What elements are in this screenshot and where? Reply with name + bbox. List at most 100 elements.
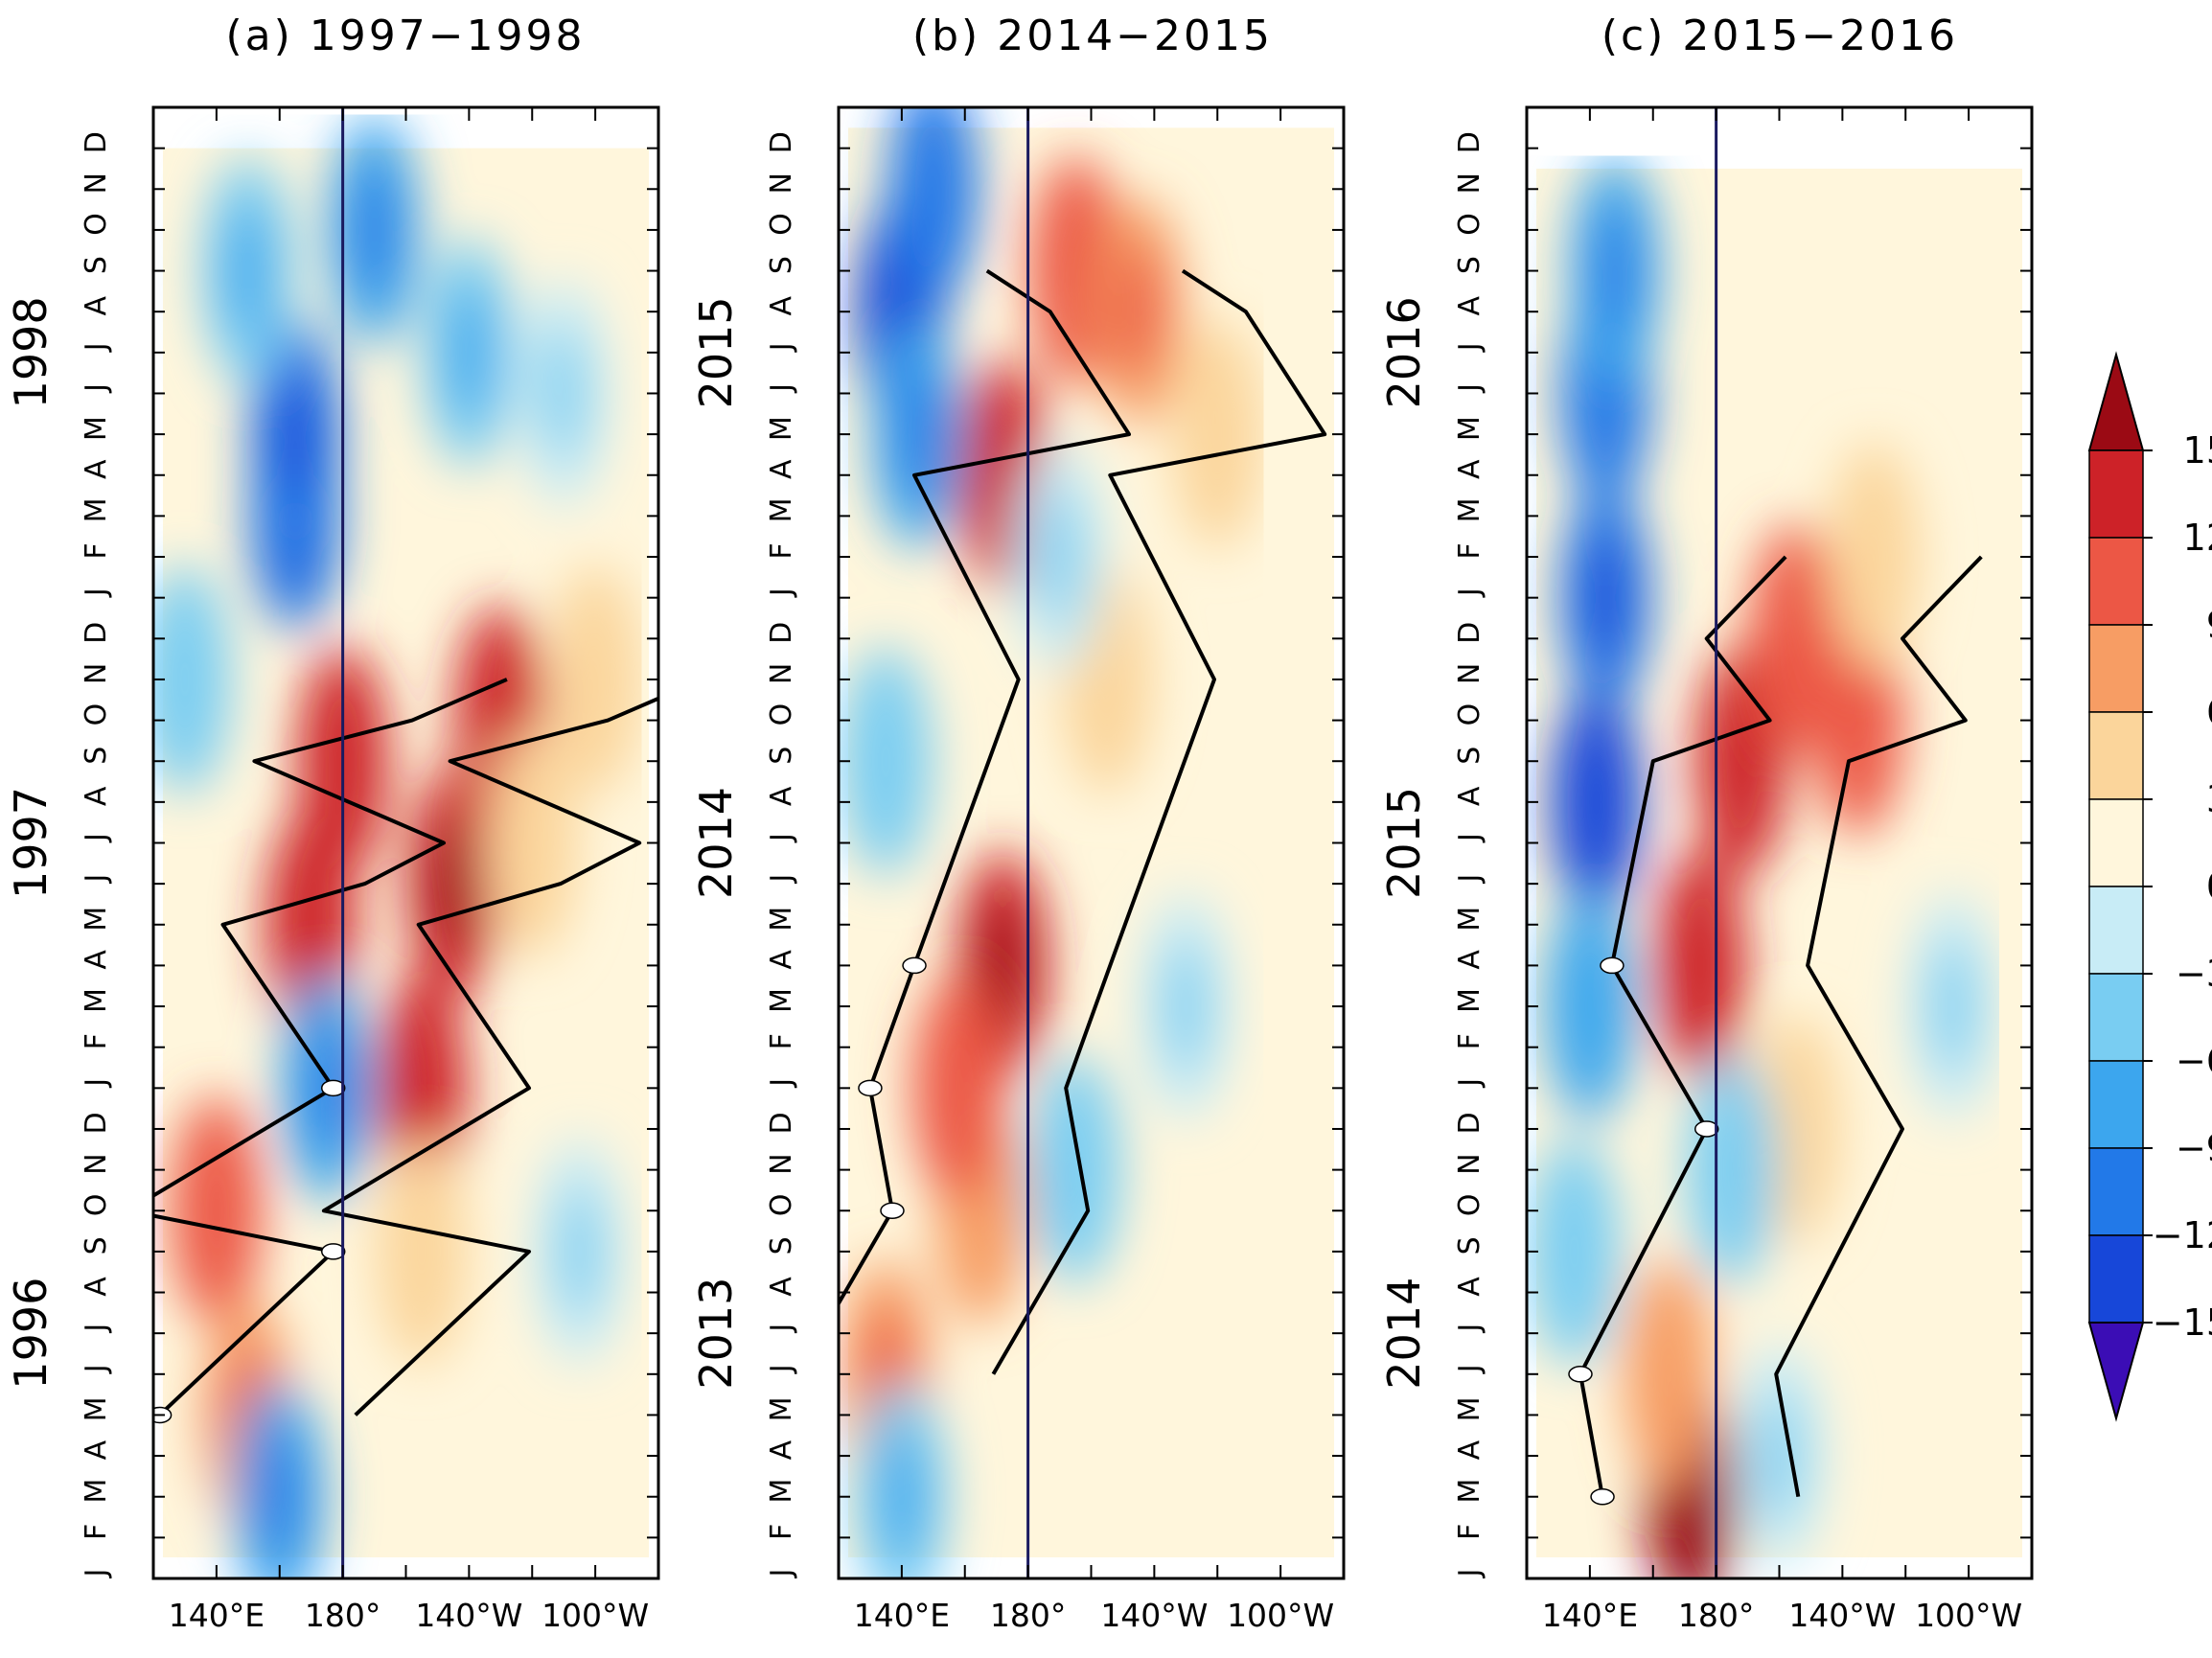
panel-a-month-label: J — [80, 1364, 113, 1374]
panel-a-month-label: S — [80, 747, 113, 765]
panel-c-zero-label-0 — [1590, 1487, 1615, 1506]
panel-a-anomaly-core-19 — [161, 611, 208, 747]
panel-a-month-label: D — [80, 622, 113, 644]
panel-c-anomaly-core-14 — [1709, 1102, 1756, 1237]
panel-b-anomaly-core-3 — [935, 1021, 982, 1156]
panel-c-anomaly-core-16 — [1756, 1389, 1803, 1524]
panel-b-month-label: F — [765, 1033, 798, 1049]
panel-a-anomaly-core-15 — [256, 1429, 303, 1564]
panel-b-year-label: 2014 — [690, 787, 742, 899]
panel-a-month-label: F — [80, 1524, 113, 1540]
panel-b-month-label: M — [765, 1479, 798, 1504]
panel-b-month-label: A — [765, 1439, 798, 1460]
colorbar-swatch — [2088, 886, 2144, 975]
panel-b-zero-label-1 — [880, 1202, 905, 1219]
panel-b-anomaly-core-15 — [1163, 939, 1210, 1074]
panel-c-anomaly-core-5 — [1834, 653, 1881, 788]
panel-b-xtick-label: 140°E — [854, 1597, 950, 1634]
panel-c-zero-contour-east — [1774, 555, 1983, 1498]
panel-a-xtick-label: 140°E — [169, 1597, 265, 1634]
colorbar-swatch — [2088, 973, 2144, 1062]
panel-c-month-label: M — [1453, 416, 1486, 441]
panel-c-month-label: J — [1453, 1364, 1486, 1374]
panel-b-month-label: O — [765, 703, 798, 726]
panel-c-anomaly-core-1 — [1646, 1306, 1693, 1441]
panel-b-zero-contour-east — [991, 268, 1327, 1375]
panel-a-month-label: J — [80, 1078, 113, 1089]
panel-b-anomaly-core-6 — [1115, 244, 1162, 380]
panel-b-zero-label-3 — [902, 956, 927, 975]
panel-a-month-label: J — [80, 383, 113, 394]
panel-a-month-label: O — [80, 1193, 113, 1216]
panel-c-xtick-label: 100°W — [1915, 1597, 2022, 1634]
panel-c-month-label: M — [1453, 1479, 1486, 1504]
panel-a-year-label: 1998 — [5, 296, 57, 408]
panel-c-month-label: D — [1453, 131, 1486, 153]
panel-b-month-label: J — [765, 587, 798, 598]
panel-a-anomaly-core-13 — [224, 203, 271, 338]
panel-b-month-label: J — [765, 1569, 798, 1579]
panel-c-anomaly-core-9 — [1573, 734, 1620, 869]
panel-c-year-label: 2015 — [1378, 787, 1430, 899]
colorbar-swatch — [2088, 711, 2144, 800]
panel-c-zero-label-1 — [1568, 1366, 1593, 1383]
colorbar-swatch — [2088, 1060, 2144, 1149]
panel-c-month-label: A — [1453, 786, 1486, 806]
panel-c-month-label: A — [1453, 295, 1486, 315]
colorbar-swatch — [2088, 537, 2144, 626]
panel-b-month-label: J — [765, 1078, 798, 1089]
panel-c-month-label: S — [1453, 256, 1486, 274]
panel-a-month-label: J — [80, 874, 113, 885]
panel-c-month-label: J — [1453, 1324, 1486, 1334]
panel-c-anomaly-core-12 — [1566, 939, 1613, 1074]
panel-b-xtick-label: 100°W — [1227, 1597, 1334, 1634]
panel-c-month-label: A — [1453, 950, 1486, 970]
panel-a-anomaly-core-11 — [272, 367, 319, 502]
panel-c-anomaly-core-11 — [1592, 203, 1639, 338]
panel-b-month-label: A — [765, 950, 798, 970]
panel-b-month-label: N — [765, 173, 798, 194]
panel-b-zero-contour-west — [839, 268, 1131, 1307]
panel-b-anomaly-core-10 — [894, 367, 941, 502]
panel-a-anomaly-core-17 — [541, 326, 588, 461]
colorbar-label: 9 — [2206, 604, 2212, 646]
panel-a-zero-contours — [153, 678, 658, 1424]
panel-a-xtick-label: 180° — [305, 1597, 381, 1634]
panel-c-year-label: 2016 — [1378, 296, 1430, 408]
panel-b-month-label: M — [765, 416, 798, 441]
panel-b-month-label: A — [765, 786, 798, 806]
panel-c-month-label: J — [1453, 1078, 1486, 1089]
panel-a-month-label: M — [80, 416, 113, 441]
panel-b-year-label: 2013 — [690, 1278, 742, 1390]
panel-a-month-label: S — [80, 256, 113, 274]
panel-a-month-label: M — [80, 1479, 113, 1504]
panel-b-xtick-label: 180° — [990, 1597, 1067, 1634]
panel-b: (b) 2014−2015 140°E 180° 140°W 100°WJFMAMJJ… — [690, 12, 1346, 1634]
panel-a-zero-label-1 — [320, 1243, 346, 1260]
panel-a-anomaly-core-1 — [429, 817, 476, 952]
colorbar-swatch — [2088, 1147, 2144, 1236]
panel-a-anomaly-core-18 — [556, 1184, 603, 1319]
panel-b-month-label: F — [765, 542, 798, 559]
panel-b-month-label: D — [765, 622, 798, 644]
panel-c-anomaly-layer — [1528, 155, 1999, 1578]
panel-c-anomaly-core-13 — [1551, 1184, 1598, 1319]
panel-a-month-label: O — [80, 213, 113, 236]
panel-b-month-label: A — [765, 459, 798, 479]
panel-a-month-label: A — [80, 295, 113, 315]
panel-c-xtick-label: 140°W — [1788, 1597, 1896, 1634]
panel-b-year-label: 2015 — [690, 296, 742, 408]
colorbar-label: −3 — [2176, 953, 2212, 995]
panel-a-month-label: O — [80, 703, 113, 726]
panel-a-month-label: N — [80, 663, 113, 684]
panel-c-anomaly-core-6 — [1771, 1061, 1818, 1196]
panel-a-month-label: M — [80, 1396, 113, 1421]
panel-c-month-label: J — [1453, 342, 1486, 353]
panel-a-month-label: D — [80, 131, 113, 153]
panel-b-month-label: M — [765, 907, 798, 932]
panel-a-month-label: N — [80, 1153, 113, 1174]
panel-c-anomaly-core-4 — [1771, 571, 1818, 706]
panel-b-field — [839, 107, 1344, 1578]
colorbar-label: 0 — [2206, 865, 2212, 908]
panel-b-anomaly-core-16 — [1036, 490, 1083, 625]
